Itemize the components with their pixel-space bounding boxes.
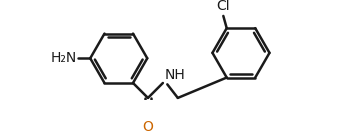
Text: H₂N: H₂N — [50, 51, 77, 65]
Text: O: O — [143, 120, 153, 134]
Text: NH: NH — [164, 68, 185, 82]
Text: Cl: Cl — [217, 0, 230, 13]
